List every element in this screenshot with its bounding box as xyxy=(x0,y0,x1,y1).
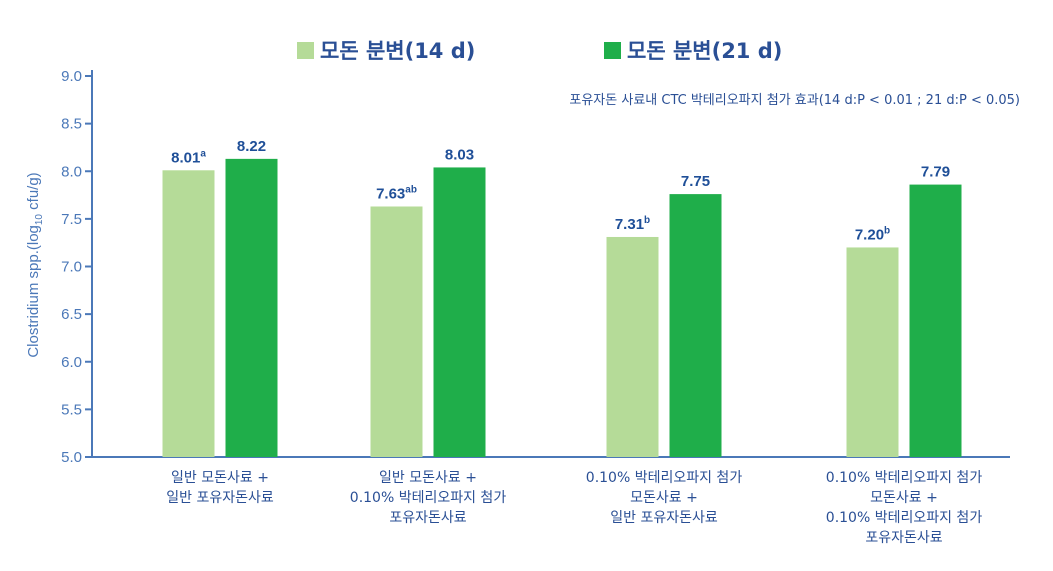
y-axis-label: Clostridium spp.(log10 cfu/g) xyxy=(25,172,45,357)
bars xyxy=(162,158,962,458)
category-label: 모돈사료 + xyxy=(630,490,698,506)
y-tick-label: 5.5 xyxy=(61,401,82,418)
data-label: 7.63ab xyxy=(376,184,417,202)
category-label: 일반 모돈사료 + xyxy=(171,470,269,486)
data-label: 7.79 xyxy=(921,164,950,181)
legend: 모돈 분변(14 d) 모돈 분변(21 d) xyxy=(297,39,782,63)
y-tick-label: 5.0 xyxy=(61,449,82,466)
legend-label-14d: 모돈 분변(14 d) xyxy=(320,39,475,63)
bar-14d xyxy=(162,170,215,458)
bar-21d xyxy=(225,158,278,457)
category-label: 0.10% 박테리오파지 첨가 xyxy=(350,490,507,506)
y-tick-label: 6.0 xyxy=(61,354,82,371)
chart-annotation: 포유자돈 사료내 CTC 박테리오파지 첨가 효과(14 d:P < 0.01 … xyxy=(569,93,1020,108)
y-axis-label-subscript: 10 xyxy=(34,214,45,226)
y-tick-label: 8.5 xyxy=(61,116,82,133)
legend-swatch-14d xyxy=(297,42,314,59)
bar-21d xyxy=(433,167,486,457)
data-label: 8.01a xyxy=(171,148,206,166)
data-label: 7.75 xyxy=(681,173,710,190)
y-tick-label: 8.0 xyxy=(61,163,82,180)
y-tick-label: 7.5 xyxy=(61,211,82,228)
legend-label-21d: 모돈 분변(21 d) xyxy=(627,39,782,63)
data-label: 7.31b xyxy=(615,215,650,233)
category-label: 일반 포유자돈사료 xyxy=(166,490,274,506)
data-label: 8.22 xyxy=(237,138,266,155)
category-label: 포유자돈사료 xyxy=(865,530,942,546)
category-label: 일반 모돈사료 + xyxy=(379,470,477,486)
category-labels: 일반 모돈사료 + 일반 포유자돈사료 일반 모돈사료 + 0.10% 박테리오파지 … xyxy=(166,470,982,546)
bar-14d xyxy=(370,206,423,457)
y-tick-label: 6.5 xyxy=(61,306,82,323)
category-label: 0.10% 박테리오파지 첨가 xyxy=(826,470,983,486)
y-axis-label-main: Clostridium spp.(log xyxy=(25,225,42,358)
data-label: 7.20b xyxy=(855,225,890,243)
bar-21d xyxy=(669,194,722,458)
y-axis-label-unit: cfu/g) xyxy=(25,172,42,214)
category-label: 일반 포유자돈사료 xyxy=(610,510,718,526)
legend-swatch-21d xyxy=(604,42,621,59)
bar-21d xyxy=(909,184,962,457)
bar-14d xyxy=(606,236,659,457)
category-label: 포유자돈사료 xyxy=(389,510,466,526)
data-labels: 8.01a 8.22 7.63ab 8.03 7.31b 7.75 7.20b 7.79 xyxy=(171,138,950,244)
y-tick-label: 9.0 xyxy=(61,68,82,85)
category-label: 0.10% 박테리오파지 첨가 xyxy=(586,470,743,486)
data-label: 8.03 xyxy=(445,146,474,163)
category-label: 모돈사료 + xyxy=(870,490,938,506)
y-tick-label: 7.0 xyxy=(61,259,82,276)
bar-14d xyxy=(846,247,899,457)
category-label: 0.10% 박테리오파지 첨가 xyxy=(826,510,983,526)
